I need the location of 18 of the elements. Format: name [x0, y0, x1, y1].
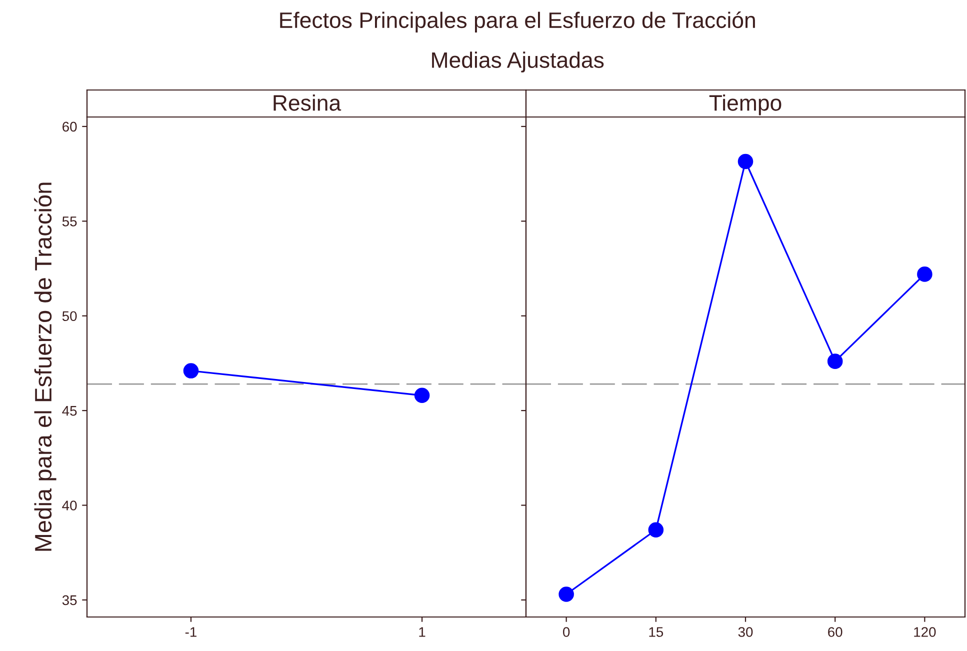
x-tick-label: 30: [738, 627, 753, 637]
x-tick-label: 1: [419, 627, 426, 637]
x-tick-label: 120: [914, 627, 936, 637]
y-tick-label: 35: [62, 595, 77, 606]
y-tick-label: 40: [62, 500, 77, 510]
x-tick-label: 0: [562, 627, 570, 637]
x-tick-label: 60: [828, 627, 842, 637]
chart-title: Resina: [274, 94, 342, 111]
x-tick-label: -1: [185, 627, 196, 637]
y-tick-label: 50: [62, 311, 77, 322]
y-axis-title: Media para el Esfuerzo de Tracción: [34, 182, 56, 551]
y-tick-label: 45: [62, 406, 77, 416]
y-tick-label: 55: [62, 216, 77, 226]
chart-title: Tiempo: [709, 94, 782, 116]
text: Efectos Principales para el Esfuerzo de Tracción: [280, 12, 755, 32]
text: Medias Ajustadas: [432, 52, 604, 72]
y-tick-label: 60: [62, 122, 77, 132]
x-tick-label: 15: [649, 627, 664, 637]
